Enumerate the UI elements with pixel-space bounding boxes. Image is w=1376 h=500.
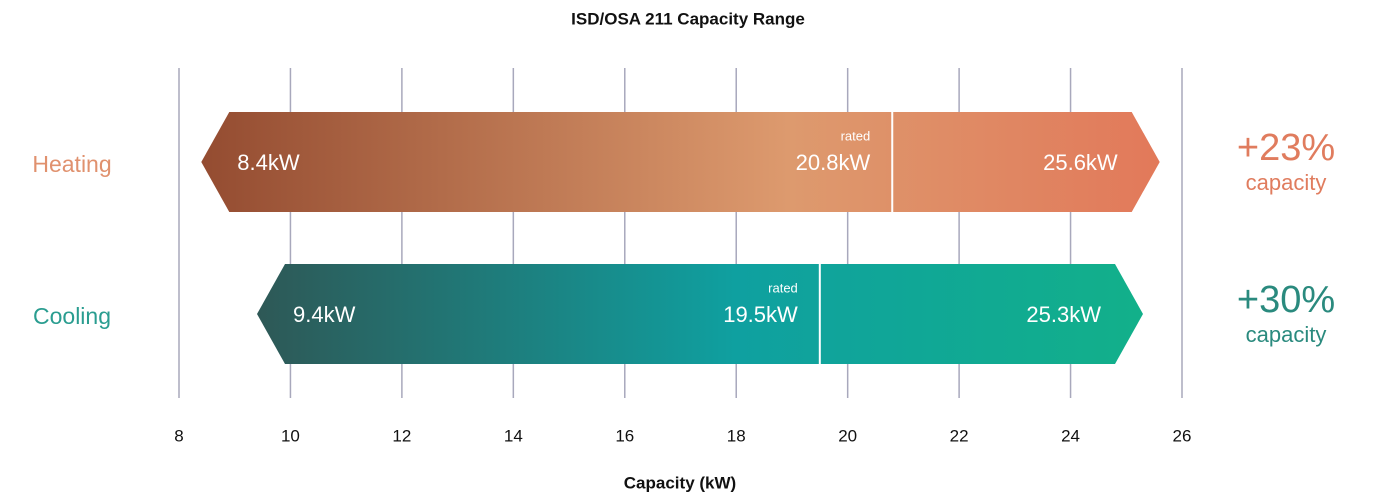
x-tick-label: 22 [950,426,969,445]
range-bar [201,112,1160,212]
increase-note: capacity [1246,322,1327,347]
x-tick-label: 8 [174,426,183,445]
x-tick-label: 10 [281,426,300,445]
x-tick-label: 20 [838,426,857,445]
rated-caption: rated [768,280,798,295]
category-label: Cooling [33,303,111,329]
increase: +30% [1237,279,1335,321]
x-tick-label: 16 [615,426,634,445]
rated-label: 19.5kW [723,302,798,327]
x-tick-label: 26 [1173,426,1192,445]
x-tick-label: 24 [1061,426,1080,445]
max-label: 25.6kW [1043,150,1118,175]
rated-caption: rated [841,128,871,143]
increase-note: capacity [1246,170,1327,195]
range-bar [257,264,1143,364]
x-tick-label: 14 [504,426,523,445]
x-axis-title: Capacity (kW) [624,473,736,492]
max-label: 25.3kW [1026,302,1101,327]
chart-title: ISD/OSA 211 Capacity Range [571,9,805,28]
x-tick-label: 12 [392,426,411,445]
rated-label: 20.8kW [796,150,871,175]
increase: +23% [1237,127,1335,169]
min-label: 9.4kW [293,302,356,327]
x-tick-label: 18 [727,426,746,445]
category-label: Heating [32,151,111,177]
min-label: 8.4kW [237,150,300,175]
